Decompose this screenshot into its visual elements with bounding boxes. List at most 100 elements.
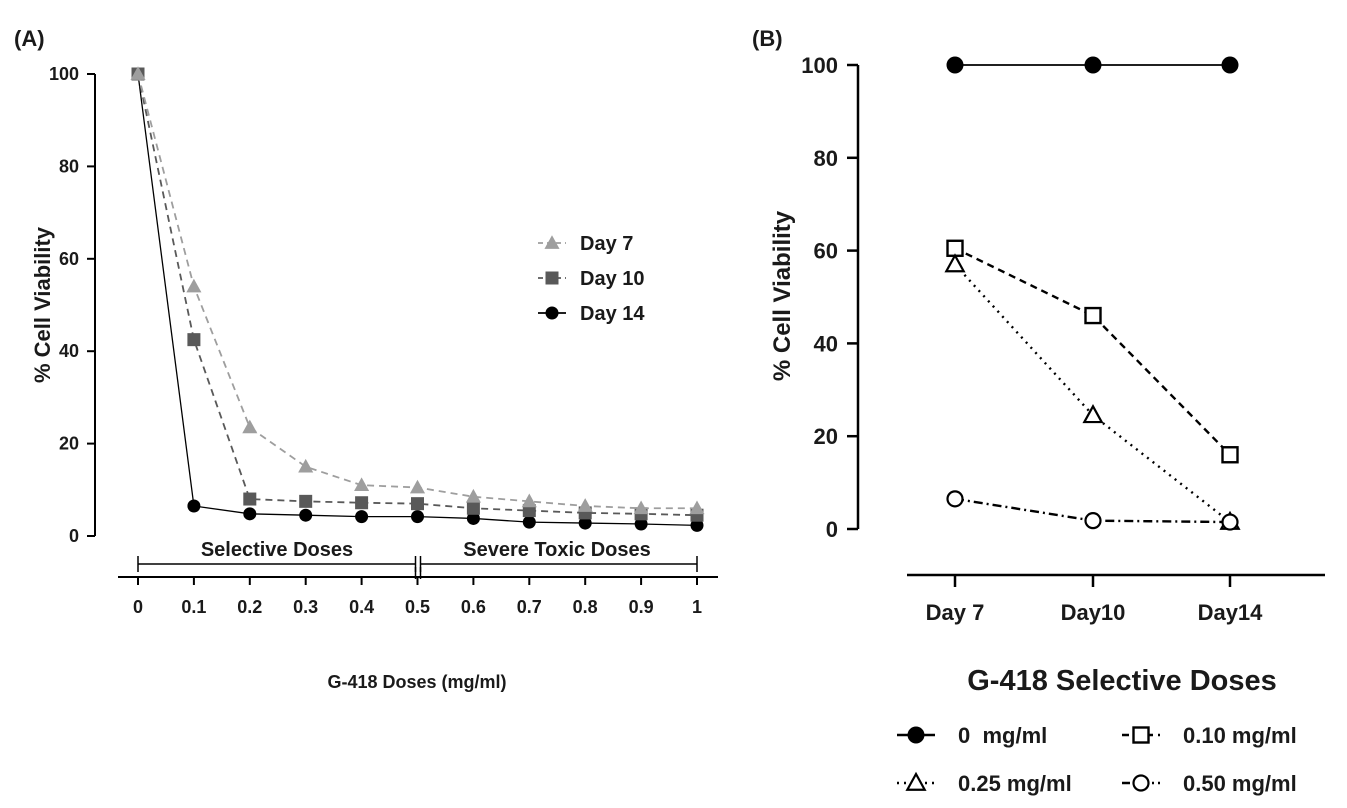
panel-a-data-point — [522, 515, 536, 529]
panel-a-x-tick-label: 0.8 — [573, 597, 598, 617]
panel-b-y-tick-label: 0 — [826, 517, 838, 542]
panel-b-data-point — [1221, 446, 1239, 464]
panel-a-data-point — [354, 477, 370, 492]
panel-a-series-line — [137, 73, 698, 517]
panel-a-y-tick-label: 100 — [49, 64, 79, 84]
panel-a-x-tick-label: 0.3 — [293, 597, 318, 617]
panel-b-y-axis-label: % Cell Viability — [769, 210, 796, 381]
panel-a-data-point — [690, 518, 704, 532]
panel-b-legend: 0 mg/ml 0.10 mg/ml 0.25 mg/ml 0.50 mg/ml — [897, 723, 1297, 796]
panel-a-data-point — [466, 501, 480, 515]
panel-b-x-tick-label: Day 7 — [926, 600, 985, 625]
panel-a-x-tick-label: 1 — [692, 597, 702, 617]
panel-a-x-tick-label: 0.7 — [517, 597, 542, 617]
panel-a-data-point — [578, 516, 592, 530]
panel-a-data-point — [355, 510, 369, 524]
panel-b: (B) 0 20 40 60 80 100 Day 7 Day10 Day14 % Cell V… — [752, 26, 1325, 796]
panel-a-data-point — [355, 496, 369, 510]
panel-b-label: (B) — [752, 26, 783, 51]
panel-b-y-tick-label: 60 — [814, 239, 838, 264]
panel-a-data-point — [299, 494, 313, 508]
panel-b-x-axis-label: G-418 Selective Doses — [967, 665, 1277, 697]
panel-a-x-tick-label: 0.2 — [237, 597, 262, 617]
panel-a-x-axis-label: G-418 Doses (mg/ml) — [327, 672, 506, 692]
panel-a-legend-marker — [545, 271, 559, 285]
panel-a-axes: 0 20 40 60 80 100 0 0.1 0.2 0.3 0.4 0.5 0.6 0.7 0.8 0.9… — [49, 64, 718, 617]
panel-a-series-line — [137, 73, 697, 510]
panel-a-data-point — [411, 510, 424, 524]
panel-a-data-point — [465, 488, 481, 503]
panel-a-legend-marker — [545, 306, 559, 320]
panel-a-data-point — [187, 333, 201, 347]
panel-b-legend-label: 0.10 mg/ml — [1183, 723, 1297, 748]
panel-a-legend: Day 7 Day 10 Day 14 — [538, 233, 645, 325]
panel-b-legend-label: 0 mg/ml — [958, 723, 1047, 748]
panel-a-y-axis-label: % Cell Viability — [30, 226, 55, 383]
panel-a-legend-marker — [544, 235, 560, 249]
panel-b-legend-marker — [1132, 774, 1150, 792]
panel-a-legend-label: Day 14 — [580, 303, 645, 325]
panel-a-y-tick-label: 80 — [59, 156, 79, 176]
panel-a-x-tick-label: 0.4 — [349, 597, 374, 617]
panel-a-data-point — [633, 500, 649, 515]
panel-b-data-point — [1221, 56, 1239, 74]
region-label-toxic: Severe Toxic Doses — [463, 539, 651, 561]
panel-a-y-tick-label: 60 — [59, 249, 79, 269]
panel-a-data-point — [130, 66, 146, 80]
panel-a-legend-label: Day 7 — [580, 233, 633, 255]
panel-a-x-tick-label: 0.6 — [461, 597, 486, 617]
panel-a-data-point — [242, 419, 258, 434]
panel-a-data-point — [186, 278, 202, 293]
panel-a-x-tick-label: 0.5 — [405, 597, 430, 617]
panel-a-data-point — [243, 507, 257, 521]
panel-a-x-tick-label: 0 — [133, 597, 143, 617]
panel-a-data-point — [577, 498, 593, 512]
panel-b-legend-label: 0.25 mg/ml — [958, 771, 1072, 796]
panel-a-data-point — [298, 458, 314, 473]
panel-b-series — [944, 56, 1241, 531]
panel-b-y-tick-label: 20 — [814, 424, 838, 449]
panel-b-x-tick-label: Day14 — [1198, 600, 1264, 625]
panel-b-data-point — [946, 490, 964, 508]
panel-b-data-point — [1082, 404, 1104, 424]
panel-a-dose-regions: Selective Doses Severe Toxic Doses — [137, 539, 698, 579]
panel-a-data-point — [411, 497, 424, 511]
panel-a-data-point — [409, 479, 426, 494]
panel-a-y-tick-label: 40 — [59, 341, 79, 361]
panel-b-data-point — [1084, 56, 1102, 74]
panel-a-x-tick-label: 0.9 — [629, 597, 654, 617]
panel-a-legend-label: Day 10 — [580, 268, 645, 290]
panel-a-data-point — [522, 504, 536, 518]
panel-a-y-tick-label: 20 — [59, 434, 79, 454]
panel-a-data-point — [299, 508, 313, 522]
panel-b-legend-label: 0.50 mg/ml — [1183, 771, 1297, 796]
panel-b-legend-marker — [907, 726, 925, 744]
panel-b-data-point — [1221, 513, 1239, 531]
region-label-selective: Selective Doses — [201, 539, 353, 561]
panel-b-y-tick-label: 100 — [801, 53, 838, 78]
panel-b-series-line — [954, 263, 1231, 523]
panel-a-series — [130, 66, 705, 532]
panel-b-legend-marker — [1132, 726, 1150, 744]
panel-a-data-point — [243, 492, 257, 506]
panel-b-series-line — [954, 247, 1231, 456]
panel-b-y-tick-label: 40 — [814, 331, 838, 356]
panel-a-series-line — [137, 73, 698, 527]
panel-b-y-tick-label: 80 — [814, 146, 838, 171]
panel-b-data-point — [946, 56, 964, 74]
panel-b-data-point — [944, 253, 966, 273]
panel-b-axes: 0 20 40 60 80 100 Day 7 Day10 Day14 — [801, 53, 1325, 625]
panel-a-label: (A) — [14, 26, 45, 51]
panel-a-data-point — [187, 499, 201, 513]
panel-a-data-point — [521, 493, 537, 508]
panel-a-x-tick-label: 0.1 — [181, 597, 206, 617]
panel-a-data-point — [689, 500, 705, 515]
panel-b-data-point — [1084, 512, 1102, 530]
panel-a-data-point — [634, 517, 648, 531]
panel-a-y-tick-label: 0 — [69, 526, 79, 546]
panel-b-x-tick-label: Day10 — [1061, 600, 1126, 625]
panel-b-legend-marker — [905, 771, 927, 791]
panel-b-data-point — [1084, 306, 1102, 325]
panel-a: (A) 0 20 40 60 80 100 0 0.1 0.2 0.3 0.4 0.5 0.6 0.7 0.… — [14, 26, 718, 692]
